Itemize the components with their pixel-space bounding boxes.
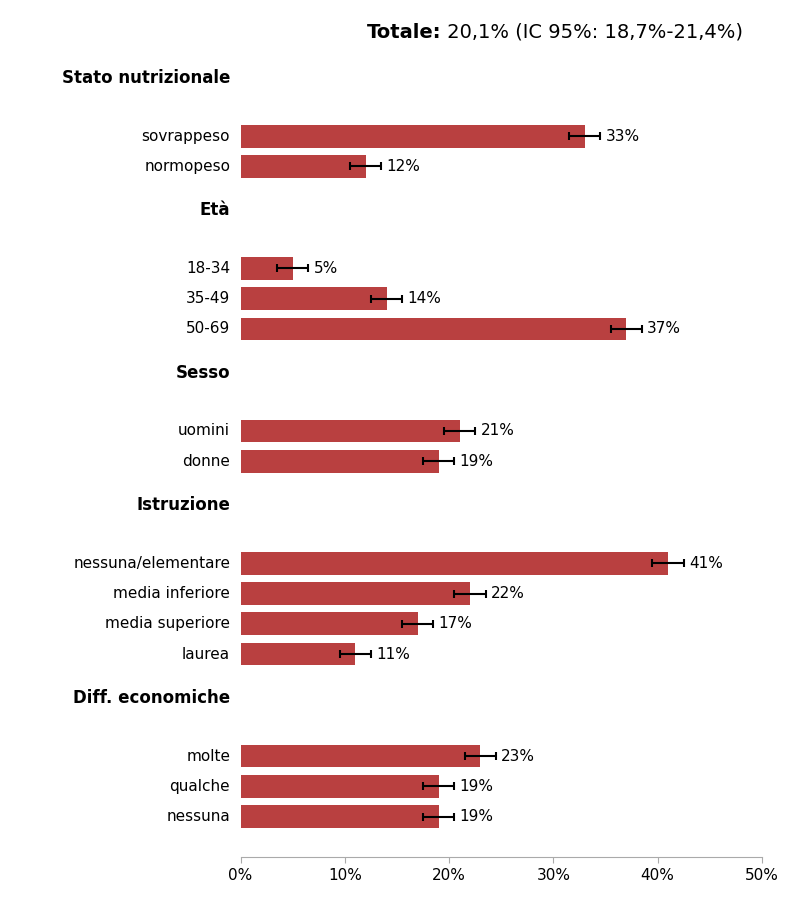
Text: media superiore: media superiore: [105, 616, 230, 632]
Text: Stato nutrizionale: Stato nutrizionale: [62, 69, 230, 87]
Text: Diff. economiche: Diff. economiche: [73, 689, 230, 707]
Bar: [241, 124, 585, 148]
Text: 19%: 19%: [460, 454, 493, 468]
Text: Sesso: Sesso: [176, 364, 230, 382]
Text: molte: molte: [186, 749, 230, 763]
Text: 37%: 37%: [647, 322, 681, 337]
Text: 17%: 17%: [439, 616, 472, 632]
Text: 19%: 19%: [460, 810, 493, 824]
Text: nessuna: nessuna: [167, 810, 230, 824]
Bar: [241, 450, 439, 473]
Bar: [241, 317, 626, 340]
Text: Istruzione: Istruzione: [136, 496, 230, 514]
Bar: [241, 745, 480, 767]
Text: 41%: 41%: [689, 556, 723, 571]
Bar: [241, 155, 366, 178]
Text: 18-34: 18-34: [186, 261, 230, 276]
Text: qualche: qualche: [169, 779, 230, 794]
Text: 21%: 21%: [480, 423, 514, 439]
Text: Totale:: Totale:: [367, 23, 441, 41]
Text: 20,1% (IC 95%: 18,7%-21,4%): 20,1% (IC 95%: 18,7%-21,4%): [441, 23, 743, 41]
Text: 23%: 23%: [501, 749, 535, 763]
Text: 11%: 11%: [376, 646, 410, 662]
Bar: [241, 420, 460, 443]
Text: 12%: 12%: [387, 159, 420, 174]
Text: sovrappeso: sovrappeso: [142, 129, 230, 144]
Text: laurea: laurea: [182, 646, 230, 662]
Text: 22%: 22%: [491, 586, 525, 601]
Text: media inferiore: media inferiore: [113, 586, 230, 601]
Text: normopeso: normopeso: [144, 159, 230, 174]
Text: nessuna/elementare: nessuna/elementare: [73, 556, 230, 571]
Bar: [241, 612, 418, 635]
Bar: [241, 257, 293, 280]
Text: 50-69: 50-69: [186, 322, 230, 337]
Text: 14%: 14%: [407, 291, 441, 306]
Bar: [241, 775, 439, 798]
Text: Età: Età: [200, 201, 230, 219]
Bar: [241, 582, 470, 605]
Bar: [241, 805, 439, 828]
Bar: [241, 643, 355, 666]
Bar: [241, 288, 387, 310]
Text: 19%: 19%: [460, 779, 493, 794]
Text: 35-49: 35-49: [186, 291, 230, 306]
Text: 33%: 33%: [606, 129, 640, 144]
Text: donne: donne: [182, 454, 230, 468]
Text: uomini: uomini: [178, 423, 230, 439]
Text: 5%: 5%: [314, 261, 338, 276]
Bar: [241, 552, 668, 574]
